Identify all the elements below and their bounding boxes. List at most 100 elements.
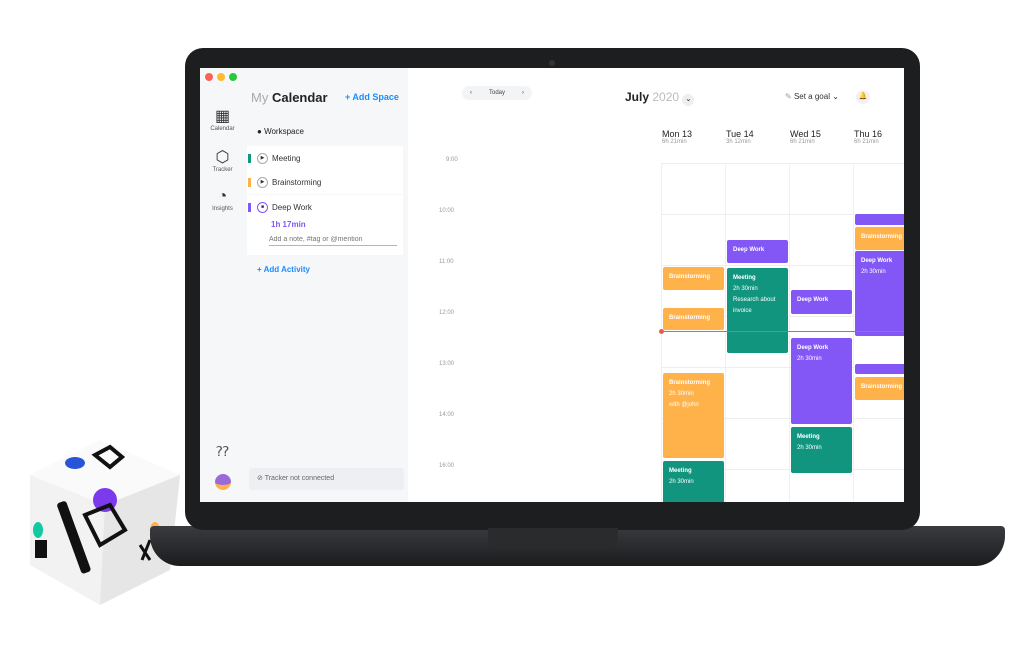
day-total: 6h 21min <box>854 139 879 145</box>
color-bar <box>248 153 251 163</box>
event-detail: Research about invoice <box>733 297 776 314</box>
calendar-event[interactable]: Meeting 2h 30min Research about invoice <box>727 268 788 353</box>
event-title: Deep Work <box>797 345 829 351</box>
day-header-3[interactable]: Thu 16 6h 21min <box>854 129 882 145</box>
calendar-event[interactable]: Meeting 2h 30min <box>791 427 852 473</box>
next-week-button[interactable]: › <box>521 90 524 96</box>
current-time-line <box>661 331 904 332</box>
time-label: 10:00 <box>439 208 455 214</box>
nav-calendar[interactable]: ▦ Calendar <box>200 106 245 132</box>
add-activity-button[interactable]: + Add Activity <box>257 265 310 274</box>
nav-tracker[interactable]: ⬡ Tracker <box>200 147 245 173</box>
day-name: Mon 13 <box>662 129 693 139</box>
calendar-event[interactable] <box>855 364 904 374</box>
minimize-button[interactable] <box>217 73 225 81</box>
prev-week-button[interactable]: ‹ <box>470 90 472 96</box>
calendar-event[interactable]: Deep Work <box>791 290 852 314</box>
day-header-0[interactable]: Mon 13 6h 21min <box>662 129 692 145</box>
calendar-event[interactable]: Brainstorming <box>855 377 904 400</box>
calendar-event[interactable]: Deep Work <box>727 240 788 263</box>
nav-label: Insights <box>212 206 233 212</box>
hour-line <box>661 265 904 266</box>
time-label: 11:00 <box>439 259 454 265</box>
nav-insights[interactable]: ◔ Insights <box>200 188 245 212</box>
dice-decoration <box>30 440 180 605</box>
chevron-down-icon[interactable]: ⌄ <box>682 94 695 106</box>
event-detail: 2h 30min <box>861 269 886 275</box>
bell-icon[interactable]: 🔔 <box>856 90 870 104</box>
day-name: Thu 16 <box>854 129 883 139</box>
avatar[interactable] <box>215 474 231 490</box>
tracker-status-text: Tracker not connected <box>264 475 335 482</box>
event-title: Brainstorming <box>861 384 903 390</box>
time-label: 16:00 <box>439 463 455 469</box>
event-title: Deep Work <box>861 258 893 264</box>
year-label: 2020 <box>652 90 680 104</box>
workspace-icon: ● <box>257 127 262 136</box>
workspace-header[interactable]: ● Workspace <box>257 127 304 136</box>
tracker-off-icon: ⊘ <box>257 475 263 482</box>
calendar-event[interactable]: Deep Work 2h 30min <box>791 338 852 424</box>
help-chat-icon[interactable]: ⁇ <box>216 443 229 459</box>
play-icon[interactable]: ▶ <box>257 152 268 164</box>
goal-icon: ✎ <box>785 92 792 101</box>
sidebar-nav: ▦ Calendar ⬡ Tracker ◔ Insights ⁇ <box>200 68 245 502</box>
event-detail: 2h 30min <box>669 479 694 485</box>
day-name: Wed 15 <box>790 129 821 139</box>
day-total: 3h 12min <box>726 139 751 145</box>
today-button[interactable]: Today <box>488 90 505 96</box>
event-detail: with @john <box>669 402 699 408</box>
activity-meeting[interactable]: ▶ Meeting <box>247 146 403 170</box>
day-total: 6h 21min <box>662 139 687 145</box>
activity-deep-work[interactable]: ■ Deep Work 1h 17min <box>247 195 403 255</box>
close-button[interactable] <box>205 73 213 81</box>
day-divider <box>853 163 854 502</box>
nav-label: Calendar <box>210 126 235 132</box>
title-text: Calendar <box>271 90 328 105</box>
add-space-button[interactable]: + Add Space <box>345 92 399 102</box>
activity-label: Brainstorming <box>272 177 322 187</box>
calendar-event[interactable]: Deep Work 2h 30min <box>855 251 904 336</box>
calendar-main: ‹ Today › July 2020 ⌄ ✎ Set a goal ⌄ 🔔 M… <box>408 68 904 502</box>
event-detail: 2h 30min <box>733 286 758 292</box>
activity-brainstorming[interactable]: ▶ Brainstorming <box>247 170 403 194</box>
chevron-down-icon: ⌄ <box>832 92 839 101</box>
current-time-dot <box>659 329 664 334</box>
day-name: Tue 14 <box>726 129 754 139</box>
tracker-status[interactable]: ⊘ Tracker not connected <box>249 468 404 490</box>
hour-line <box>661 469 904 470</box>
calendar-event[interactable]: Meeting 2h 30min <box>663 461 724 502</box>
calendar-event[interactable]: Brainstorming <box>663 267 724 290</box>
event-title: Meeting <box>733 275 756 281</box>
insights-icon: ◔ <box>217 188 228 205</box>
event-detail: 2h 30min <box>669 391 694 397</box>
week-grid: Mon 13 6h 21min Tue 14 3h 12min Wed 15 6h 21m… <box>408 68 904 502</box>
laptop-notch <box>488 528 618 548</box>
maximize-button[interactable] <box>229 73 237 81</box>
calendar-event[interactable] <box>855 214 904 225</box>
play-icon[interactable]: ▶ <box>257 176 268 188</box>
goal-label: Set a goal <box>793 92 830 101</box>
hour-line <box>661 367 904 368</box>
color-bar <box>248 177 251 187</box>
month-title[interactable]: July 2020 ⌄ <box>625 90 695 106</box>
set-goal-dropdown[interactable]: ✎ Set a goal ⌄ <box>785 92 839 101</box>
event-title: Brainstorming <box>669 315 711 321</box>
stop-icon[interactable]: ■ <box>257 201 268 213</box>
color-bar <box>248 202 251 212</box>
day-divider <box>725 163 726 502</box>
app-window: ▦ Calendar ⬡ Tracker ◔ Insights ⁇ My Calend… <box>200 68 904 502</box>
hour-line <box>661 418 904 419</box>
calendar-event[interactable]: Brainstorming <box>855 227 904 250</box>
note-input[interactable] <box>269 233 397 246</box>
calendar-event[interactable]: Brainstorming 2h 30min with @john <box>663 373 724 458</box>
title-prefix: My <box>251 90 269 105</box>
day-header-2[interactable]: Wed 15 6h 21min <box>790 129 821 145</box>
event-title: Brainstorming <box>669 380 711 386</box>
time-label: 9:00 <box>446 157 458 163</box>
calendar-event[interactable]: Brainstorming <box>663 308 724 330</box>
day-header-1[interactable]: Tue 14 3h 12min <box>726 129 754 145</box>
hour-line <box>661 163 904 164</box>
day-total: 6h 21min <box>790 139 815 145</box>
nav-label: Tracker <box>212 167 233 173</box>
